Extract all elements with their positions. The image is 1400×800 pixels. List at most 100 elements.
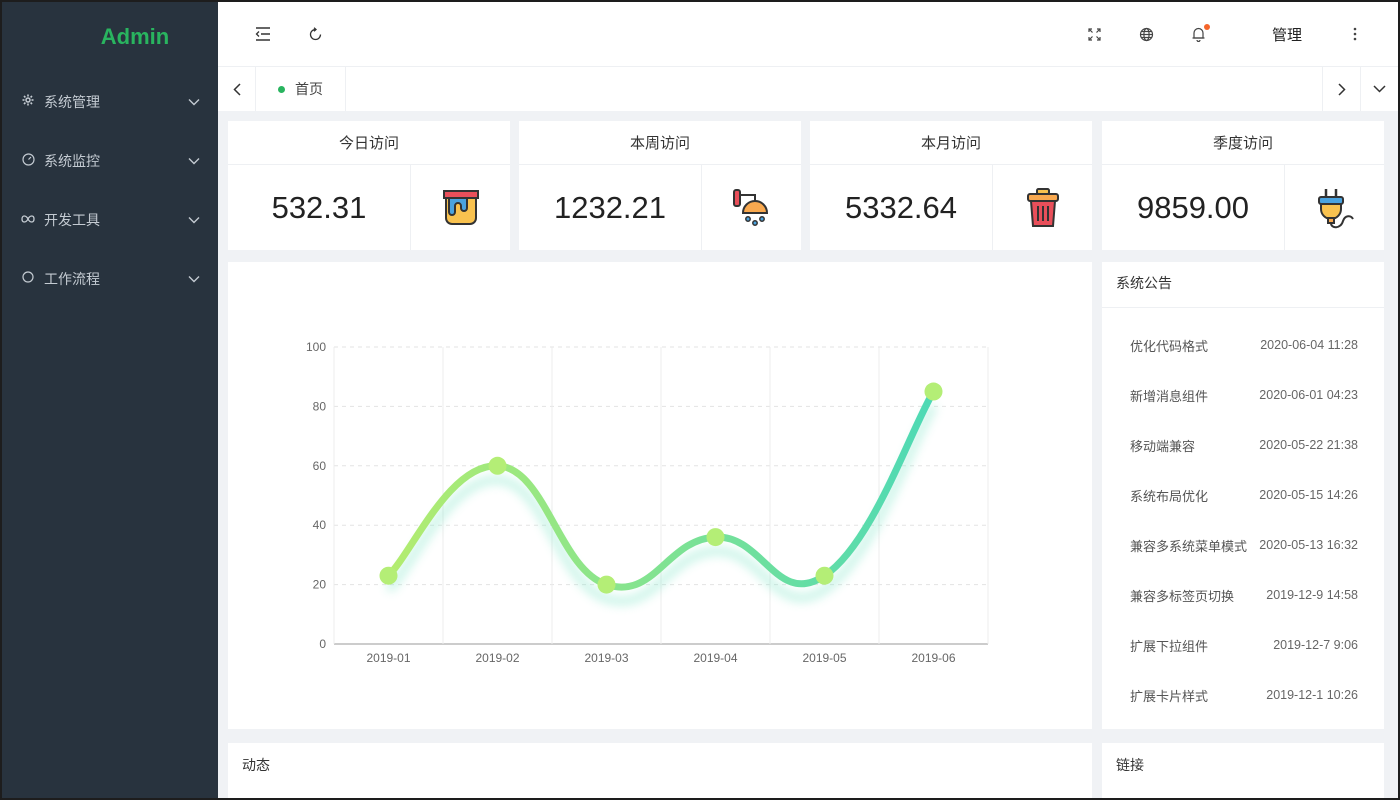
circle-icon [20,271,36,286]
series-line-shadow [385,403,937,605]
notice-item[interactable]: 兼容多标签页切换 2019-12-9 14:58 [1102,570,1384,620]
y-tick-label: 80 [313,399,327,413]
notice-date: 2019-12-7 9:06 [1273,638,1358,652]
activity-title: 动态 [242,758,270,774]
notice-text: 兼容多标签页切换 [1130,589,1235,605]
notification-badge [1203,24,1210,30]
notice-list: 优化代码格式 2020-06-04 11:28 新增消息组件 2020-06-01 … [1102,308,1384,720]
stat-title: 今日访问 [228,121,510,165]
tab-label: 首页 [295,82,323,98]
y-tick-label: 40 [313,518,327,532]
notice-text: 优化代码格式 [1130,339,1209,355]
shower-icon [702,165,801,250]
links-title: 链接 [1116,758,1144,774]
notice-item[interactable]: 系统布局优化 2020-05-15 14:26 [1102,470,1384,520]
tabs-scroll-left-button[interactable] [218,67,256,111]
chevron-down-icon [188,216,200,224]
stat-card-week: 本周访问 1232.21 [519,121,801,250]
notice-date: 2020-06-01 04:23 [1259,388,1358,402]
top-header: 管理 [218,2,1398,66]
sidebar-item-label: 工作流程 [44,271,100,288]
logo[interactable]: Admin [100,24,170,49]
stat-card-month: 本月访问 5332.64 [810,121,1092,250]
visits-line-chart: 0 20 40 60 80 100 2019-01 2019-02 2019-03 2019-0… [306,340,989,665]
sidebar-item-workflow[interactable]: 工作流程 [2,249,218,308]
trash-can-icon [993,165,1092,250]
notice-card: 系统公告 优化代码格式 2020-06-04 11:28 新增消息组件 2020-0… [1102,262,1384,729]
stat-value: 532.31 [228,165,411,250]
tabs-scroll-right-button[interactable] [1322,67,1360,111]
x-tick-label: 2019-03 [584,651,628,665]
sidebar-item-system-management[interactable]: 系统管理 [2,72,218,131]
y-tick-label: 0 [319,637,326,651]
sidebar-item-system-monitor[interactable]: 系统监控 [2,131,218,190]
notice-item[interactable]: 新增消息组件 2020-06-01 04:23 [1102,370,1384,420]
notice-date: 2020-05-13 16:32 [1259,538,1358,552]
x-tick-label: 2019-05 [802,651,846,665]
notice-text: 新增消息组件 [1130,389,1209,405]
y-tick-label: 100 [306,340,326,354]
series-line [385,388,937,591]
infinity-icon [20,213,36,227]
stat-title: 季度访问 [1102,121,1384,165]
notice-text: 系统布局优化 [1130,489,1209,505]
active-tab-dot [278,85,285,93]
stat-card-quarter: 季度访问 9859.00 [1102,121,1384,250]
globe-icon[interactable] [1134,21,1160,47]
chevron-down-icon [188,275,200,283]
stat-value: 5332.64 [810,165,993,250]
gear-icon [20,94,36,109]
dashboard-icon [20,152,36,169]
data-point-2019-04[interactable] [706,528,725,547]
notice-item[interactable]: 扩展下拉组件 2019-12-7 9:06 [1102,620,1384,670]
tabs-dropdown-button[interactable] [1360,67,1398,111]
y-tick-label: 60 [313,459,327,473]
x-tick-label: 2019-01 [366,651,410,665]
plug-icon [1285,165,1384,250]
sidebar-item-label: 开发工具 [44,212,100,229]
data-point-2019-01[interactable] [379,566,398,585]
notice-item[interactable]: 优化代码格式 2020-06-04 11:28 [1102,320,1384,370]
notice-item[interactable]: 扩展卡片样式 2019-12-1 10:26 [1102,670,1384,720]
notice-text: 扩展卡片样式 [1130,689,1209,705]
notice-date: 2020-05-22 21:38 [1259,438,1358,452]
notice-text: 兼容多系统菜单模式 [1130,539,1248,555]
data-point-2019-03[interactable] [597,575,616,594]
fullscreen-icon[interactable] [1082,21,1108,47]
notice-title: 系统公告 [1102,262,1384,308]
chevron-down-icon [188,157,200,165]
y-tick-label: 20 [313,578,327,592]
x-tick-label: 2019-04 [693,651,737,665]
sidebar-item-dev-tools[interactable]: 开发工具 [2,190,218,249]
sidebar-item-label: 系统管理 [44,94,100,111]
notice-item[interactable]: 兼容多系统菜单模式 2020-05-13 16:32 [1102,520,1384,570]
user-menu[interactable]: 管理 [1271,25,1302,44]
stat-card-today: 今日访问 532.31 [228,121,510,250]
menu-fold-icon[interactable] [250,21,276,47]
sidebar: Admin 系统管理 系统监控 开发工具 工作流 [2,2,218,798]
tab-home[interactable]: 首页 [256,67,346,111]
stat-value: 9859.00 [1102,165,1285,250]
links-card: 链接 [1102,743,1384,798]
bell-icon[interactable] [1186,21,1212,47]
notice-text: 移动端兼容 [1130,439,1196,455]
notice-date: 2019-12-9 14:58 [1266,588,1358,602]
x-tick-label: 2019-02 [475,651,519,665]
notice-date: 2020-06-04 11:28 [1260,338,1358,352]
paint-bucket-icon [411,165,510,250]
chevron-down-icon [188,98,200,106]
stat-value: 1232.21 [519,165,702,250]
data-point-2019-05[interactable] [815,566,834,585]
notice-item[interactable]: 移动端兼容 2020-05-22 21:38 [1102,420,1384,470]
data-point-2019-02[interactable] [488,456,507,475]
refresh-icon[interactable] [302,21,328,47]
data-point-2019-06[interactable] [924,382,943,401]
sidebar-item-label: 系统监控 [44,153,100,170]
stat-title: 本月访问 [810,121,1092,165]
notice-date: 2019-12-1 10:26 [1266,688,1358,702]
tabs-bar: 首页 [218,66,1398,111]
visits-chart-card: 0 20 40 60 80 100 2019-01 2019-02 2019-03 2019-0… [228,262,1092,729]
activity-card: 动态 [228,743,1092,798]
more-icon[interactable] [1342,21,1368,47]
